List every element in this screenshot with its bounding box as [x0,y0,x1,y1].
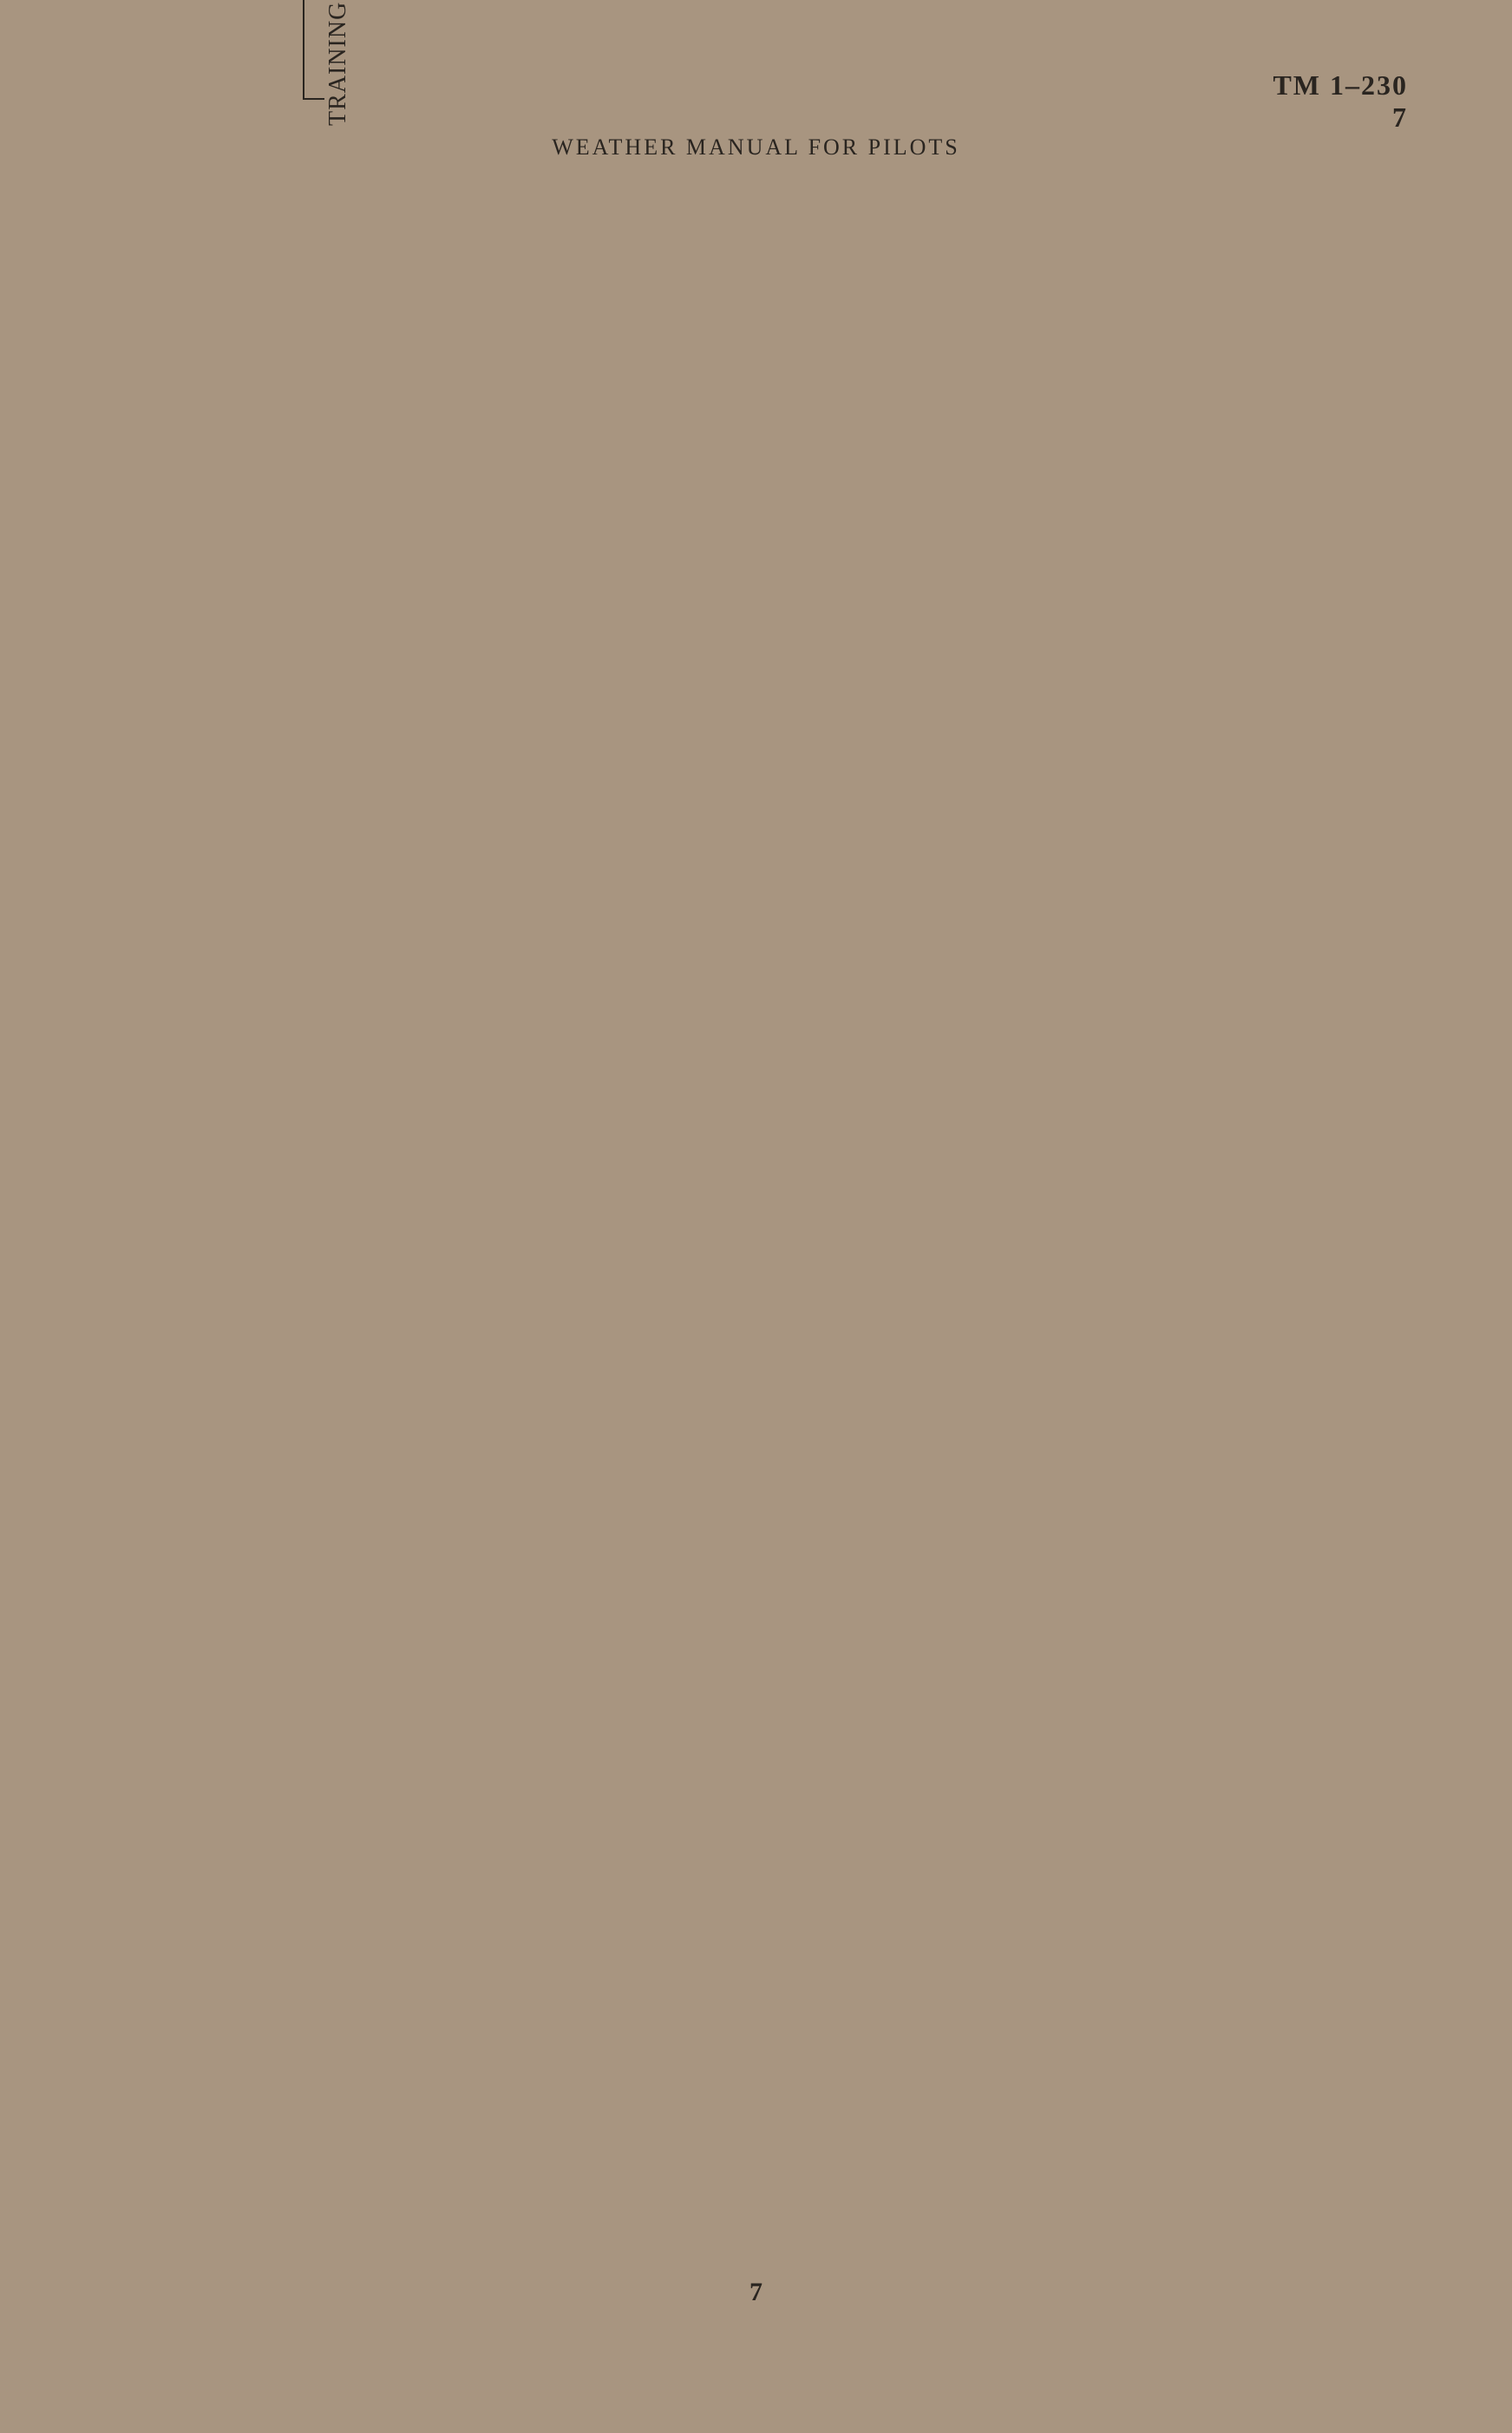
branch-title: TRAINING [324,2,352,126]
top-branch: TRAINING [285,2,441,126]
main-title: OFFICE OF THE CHIEF OF THE AIR CORPS [221,0,259,169]
top-branches-row: TRAININGGHQ AIR FORCEALASKAPANAMAFrance … [285,0,441,169]
page-number-bottom: 7 [749,2278,763,2307]
org-chart-container: OFFICE OF THE CHIEF OF THE AIR CORPS TRA… [221,0,1418,169]
org-chart: TRAININGGHQ AIR FORCEALASKAPANAMAFrance … [285,0,1407,169]
regions-row: FIRST WEATHER REGIONMARCH FIELDHAMILTON … [441,0,1407,169]
